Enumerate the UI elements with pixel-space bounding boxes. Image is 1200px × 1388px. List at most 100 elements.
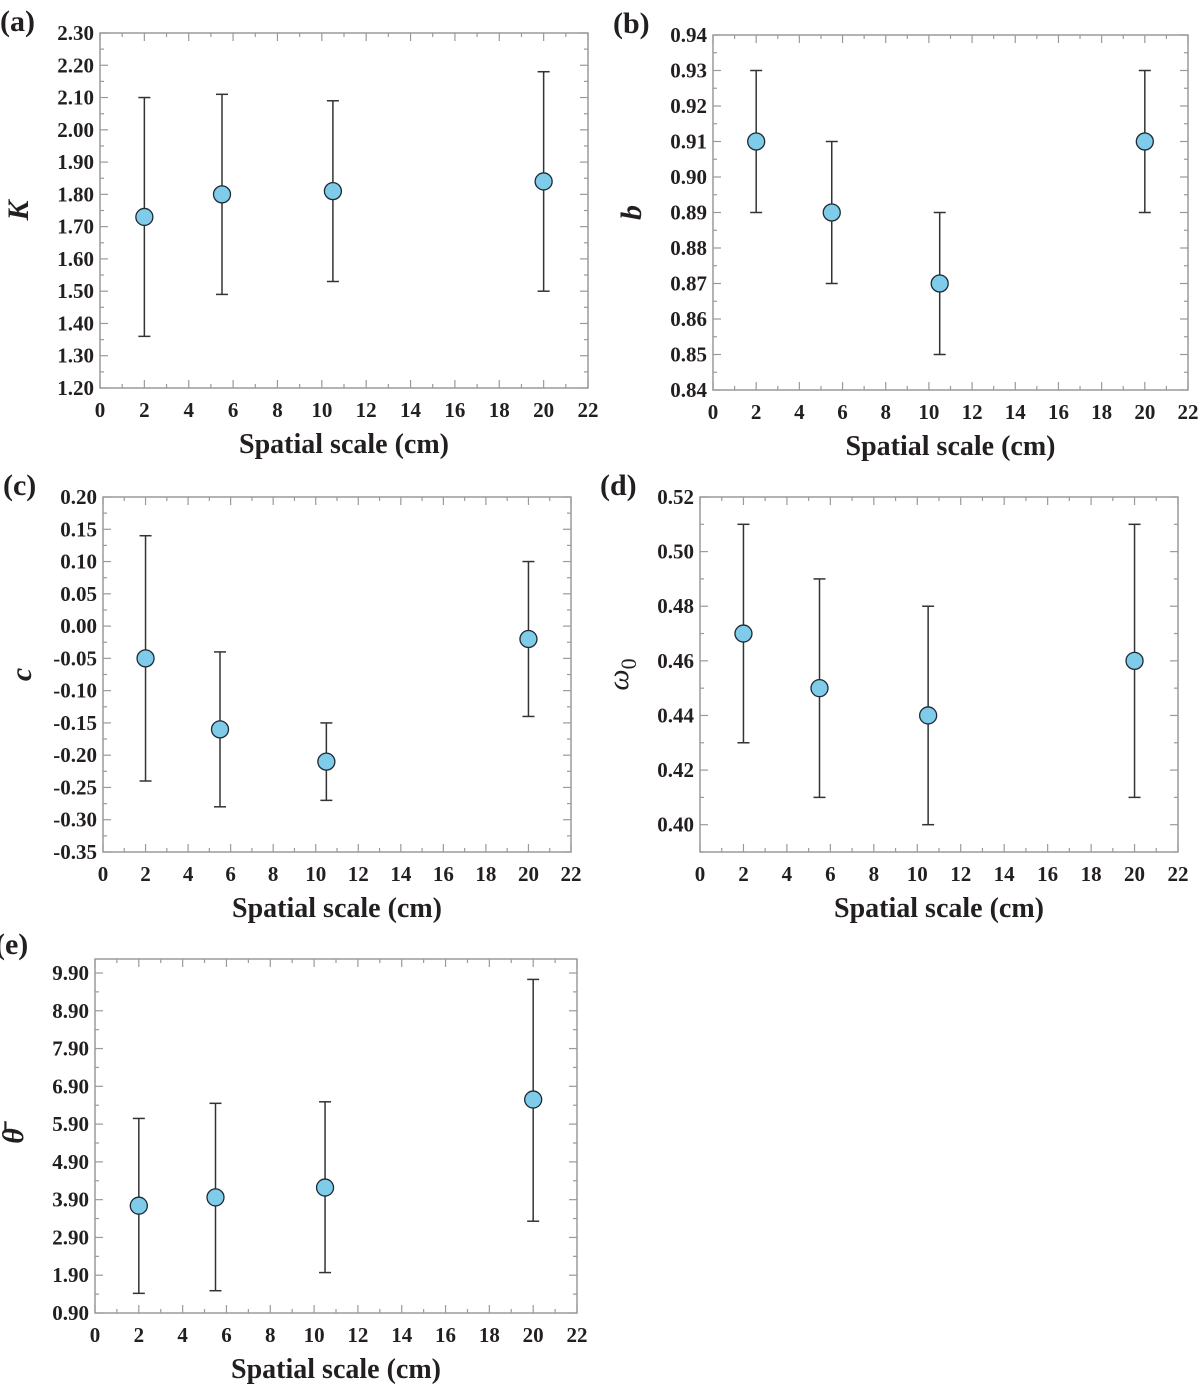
x-tick-label: 0	[90, 1323, 101, 1347]
x-tick-label: 0	[95, 398, 106, 422]
x-tick-label: 18	[1091, 400, 1112, 424]
y-tick-label: 2.00	[57, 118, 94, 142]
y-tick-label: 9.90	[52, 961, 89, 985]
y-tick-label: 2.90	[52, 1225, 89, 1249]
y-tick-label: 6.90	[52, 1074, 89, 1098]
x-tick-label: 20	[533, 398, 554, 422]
y-axis-label-text: θ̄	[0, 1120, 30, 1144]
y-tick-label: 1.50	[57, 279, 94, 303]
data-point	[129, 1196, 148, 1215]
y-tick-label: 1.20	[57, 376, 94, 400]
y-tick-label: 0.91	[670, 130, 707, 154]
data-point	[1125, 651, 1144, 670]
x-tick-label: 22	[561, 862, 582, 886]
plot-frame	[94, 958, 578, 1314]
x-tick-label: 22	[1168, 862, 1189, 886]
panel-e: 0 2 4 6 8 10 12 14 16 18 20 22 0.90 1.90 2.90 3.90 4.90 5…	[0, 928, 588, 1385]
x-tick-label: 4	[177, 1323, 188, 1347]
y-tick-label: 1.90	[52, 1263, 89, 1287]
panel-label: (b)	[613, 7, 650, 40]
x-tick-label: 20	[1134, 400, 1155, 424]
x-tick-label: 4	[183, 398, 194, 422]
panel-label: (a)	[0, 5, 35, 38]
y-tick-label: -0.35	[53, 840, 97, 864]
x-tick-label: 12	[950, 862, 971, 886]
data-point	[212, 185, 232, 204]
y-tick-label: -0.25	[53, 775, 97, 799]
y-tick-label: 0.10	[60, 550, 97, 574]
x-tick-label: 4	[183, 862, 194, 886]
x-tick-label: 10	[311, 398, 332, 422]
x-tick-label: 16	[444, 398, 465, 422]
panel-b: 0 2 4 6 8 10 12 14 16 18 20 22 0.84 0.85 0.86 0.87 0.88 0…	[613, 7, 1199, 462]
y-tick-label: 5.90	[52, 1112, 89, 1136]
x-axis-label: Spatial scale (cm)	[231, 1354, 441, 1385]
data-point	[822, 203, 841, 222]
x-tick-label: 14	[390, 862, 412, 886]
y-tick-label: 0.40	[657, 813, 694, 837]
y-tick-label: -0.20	[53, 743, 97, 767]
y-tick-label: -0.30	[53, 808, 97, 832]
plot-frame	[99, 32, 589, 389]
y-tick-label: 0.93	[670, 59, 707, 83]
y-tick-label: 0.90	[52, 1301, 89, 1325]
y-tick-label: 7.90	[52, 1037, 89, 1061]
y-tick-label: 0.52	[657, 485, 694, 509]
y-axis-label: θ̄	[0, 1120, 30, 1144]
y-tick-label: 0.05	[60, 582, 97, 606]
x-axis-label: Spatial scale (cm)	[232, 893, 442, 924]
data-point	[317, 752, 336, 771]
x-tick-label: 2	[134, 1323, 145, 1347]
y-tick-label: 0.50	[657, 540, 694, 564]
y-tick-label: 2.10	[57, 86, 94, 110]
panel-label: (e)	[0, 928, 28, 961]
y-tick-label: 0.92	[670, 94, 707, 118]
x-tick-label: 22	[567, 1323, 588, 1347]
data-point	[524, 1090, 543, 1109]
x-tick-label: 20	[523, 1323, 544, 1347]
y-tick-label: 0.44	[657, 703, 694, 727]
y-tick-label: 0.86	[670, 307, 707, 331]
x-tick-label: 2	[751, 400, 762, 424]
x-tick-label: 18	[489, 398, 510, 422]
y-tick-label: 1.80	[57, 182, 94, 206]
x-tick-label: 14	[1005, 400, 1027, 424]
data-point	[136, 649, 155, 668]
data-point	[734, 624, 753, 643]
x-axis-label: Spatial scale (cm)	[834, 893, 1044, 924]
y-axis-label: K	[2, 199, 35, 222]
x-tick-label: 6	[228, 398, 239, 422]
data-point	[930, 274, 949, 293]
data-point	[534, 172, 553, 191]
x-tick-label: 12	[347, 1323, 368, 1347]
plot-frame	[712, 34, 1189, 391]
x-tick-label: 16	[1037, 862, 1058, 886]
y-axis-label: ω0	[602, 658, 641, 690]
x-tick-label: 6	[221, 1323, 232, 1347]
x-tick-label: 20	[1124, 862, 1145, 886]
y-tick-label: 8.90	[52, 999, 89, 1023]
x-tick-label: 0	[708, 400, 719, 424]
data-point	[1135, 132, 1154, 151]
data-point	[918, 706, 938, 725]
y-tick-label: -0.10	[53, 679, 97, 703]
y-tick-label: 1.30	[57, 344, 94, 368]
x-tick-label: 14	[391, 1323, 413, 1347]
y-tick-label: 0.00	[60, 614, 97, 638]
panel-label: (d)	[600, 469, 637, 502]
data-point	[323, 181, 343, 201]
x-tick-label: 6	[825, 862, 836, 886]
y-axis-label-text: b	[615, 205, 648, 220]
x-tick-label: 10	[304, 1323, 325, 1347]
x-tick-label: 2	[738, 862, 749, 886]
y-tick-label: 1.60	[57, 247, 94, 271]
x-tick-label: 2	[140, 862, 151, 886]
y-tick-label: 0.85	[670, 343, 707, 367]
y-axis-label-text: c	[5, 668, 38, 681]
y-axis-label-subscript: 0	[616, 658, 641, 669]
data-point	[135, 207, 154, 227]
y-tick-label: 0.89	[670, 201, 707, 225]
x-tick-label: 8	[869, 862, 880, 886]
x-tick-label: 16	[1048, 400, 1069, 424]
data-point	[315, 1178, 335, 1197]
